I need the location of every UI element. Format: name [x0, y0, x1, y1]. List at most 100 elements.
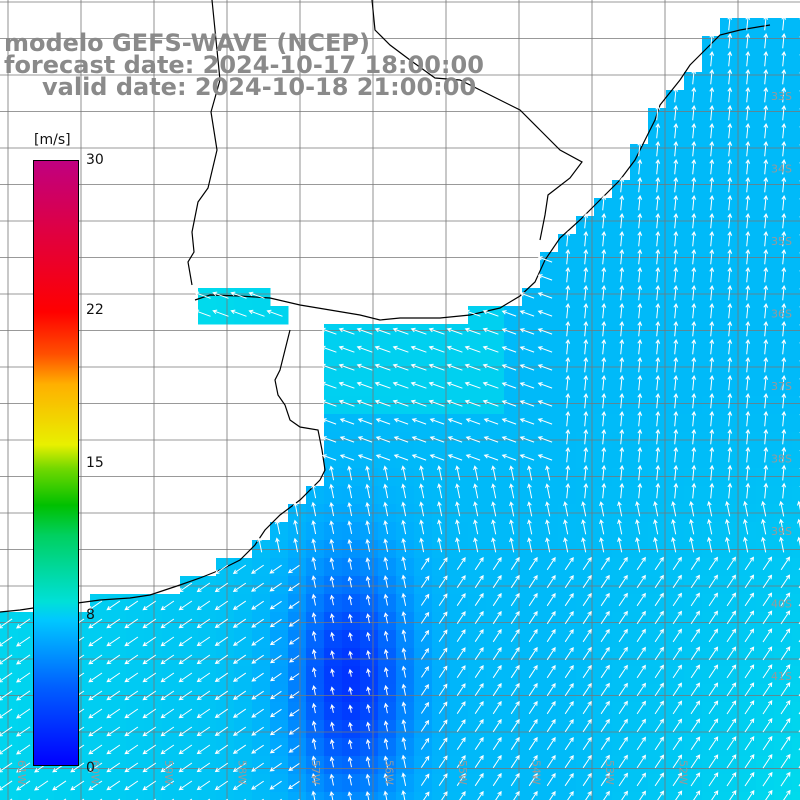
wind-arrow — [709, 230, 715, 247]
wind-arrow — [637, 248, 643, 265]
wind-arrow — [635, 500, 641, 517]
wind-arrow — [527, 501, 533, 517]
wind-cell — [612, 792, 631, 800]
wind-arrow — [528, 556, 538, 571]
wind-arrow — [88, 618, 103, 629]
wind-arrow — [289, 673, 300, 681]
wind-arrow — [106, 618, 121, 629]
wind-arrow — [565, 230, 571, 247]
wind-arrow — [311, 667, 317, 678]
wind-arrow — [654, 664, 664, 679]
wind-arrow — [438, 737, 448, 750]
wind-arrow — [636, 772, 646, 787]
wind-arrow — [763, 50, 769, 67]
wind-arrow — [329, 594, 335, 606]
wind-cell — [90, 792, 109, 800]
wind-arrow — [761, 536, 767, 553]
wind-cell — [702, 792, 721, 800]
wind-arrow — [689, 500, 695, 517]
wind-arrow — [546, 718, 556, 733]
wind-arrow — [519, 418, 535, 425]
wind-arrow — [214, 600, 229, 611]
wind-arrow — [269, 708, 282, 718]
wind-arrow — [269, 564, 282, 574]
wind-arrow — [747, 789, 755, 800]
wind-arrow — [762, 556, 773, 571]
wind-arrow — [288, 762, 300, 771]
wind-arrow — [672, 574, 682, 589]
wind-arrow — [691, 428, 697, 445]
wind-arrow — [673, 392, 679, 409]
wind-arrow — [438, 575, 448, 588]
wind-arrow — [251, 690, 264, 700]
wind-arrow — [762, 771, 773, 787]
wind-arrow — [366, 703, 371, 713]
wind-arrow — [401, 465, 407, 481]
wind-arrow — [293, 537, 299, 553]
wind-arrow — [690, 718, 701, 733]
wind-arrow — [601, 248, 607, 265]
wind-cell — [144, 792, 163, 800]
wind-arrow — [214, 690, 229, 700]
wind-arrow — [411, 436, 427, 443]
wind-arrow — [88, 708, 103, 719]
wind-arrow — [546, 646, 556, 661]
wind-arrow — [257, 537, 263, 553]
wind-arrow — [178, 744, 193, 755]
wind-cell — [792, 198, 800, 217]
wind-arrow — [251, 564, 264, 574]
wind-arrow — [401, 736, 407, 750]
wind-arrow — [474, 701, 484, 714]
wind-arrow — [708, 754, 719, 769]
wind-arrow — [781, 284, 787, 301]
wind-arrow — [780, 753, 791, 769]
wind-arrow — [311, 755, 317, 768]
wind-arrow — [420, 719, 430, 732]
wind-arrow — [745, 122, 751, 139]
wind-arrow — [601, 482, 607, 499]
wind-arrow — [709, 158, 715, 175]
wind-cell — [792, 216, 800, 235]
wind-arrow — [196, 708, 211, 719]
wind-arrow — [565, 284, 571, 301]
wind-arrow — [365, 773, 371, 786]
wind-arrow — [339, 436, 355, 443]
wind-arrow — [401, 629, 407, 642]
wind-arrow — [232, 600, 247, 610]
wind-arrow — [365, 520, 371, 535]
wind-arrow — [510, 628, 520, 643]
wind-arrow — [582, 772, 592, 787]
wind-arrow — [401, 574, 407, 588]
wind-arrow — [510, 682, 520, 697]
wind-arrow — [464, 327, 481, 335]
longitude-label: 58W — [236, 760, 249, 785]
wind-arrow — [196, 780, 211, 791]
wind-arrow — [438, 557, 448, 570]
wind-arrow — [401, 789, 406, 800]
colorbar — [33, 160, 79, 766]
wind-arrow — [178, 600, 193, 611]
wind-arrow — [124, 762, 139, 773]
wind-arrow — [780, 700, 791, 715]
wind-cell — [792, 792, 800, 800]
wind-arrow — [673, 320, 679, 337]
wind-arrow — [365, 575, 371, 588]
wind-arrow — [420, 557, 430, 570]
longitude-labels: 61W 60W 59W 58W 57W 56W 55W 54W 53W 52W — [15, 760, 690, 785]
wind-arrow — [546, 556, 556, 571]
wind-arrow — [690, 628, 700, 643]
wind-arrow — [582, 664, 592, 679]
wind-arrow — [16, 654, 31, 665]
wind-arrow — [196, 600, 211, 611]
wind-arrow — [473, 501, 479, 517]
wind-arrow — [637, 356, 643, 373]
wind-arrow — [673, 482, 679, 499]
wind-arrow — [419, 519, 425, 535]
wind-arrow — [473, 537, 479, 553]
wind-cell — [792, 234, 800, 253]
wind-cell — [162, 792, 181, 800]
wind-arrow — [655, 122, 661, 139]
wind-arrow — [617, 518, 623, 535]
wind-arrow — [16, 672, 31, 683]
